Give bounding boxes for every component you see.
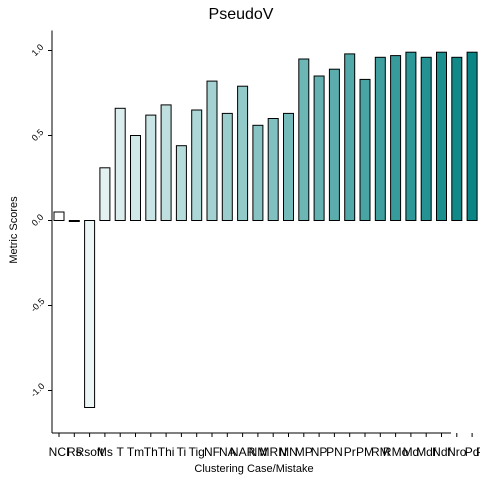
x-tick-label: Thi xyxy=(158,445,175,459)
bar-t xyxy=(114,107,126,221)
x-tick-label: Md xyxy=(403,445,420,459)
x-tick-label: MP xyxy=(295,445,313,459)
x-tick-label: NA xyxy=(219,445,236,459)
bar-mrn xyxy=(267,118,279,221)
x-tick-label: T xyxy=(117,445,125,459)
bar-pn xyxy=(328,68,340,221)
x-tick-label: Rs xyxy=(67,445,82,459)
x-tick-label: Pr xyxy=(344,445,356,459)
x-tick-label: RMo xyxy=(383,445,409,459)
y-axis-label: Metric Scores xyxy=(8,196,20,264)
x-tick-label: Mdf xyxy=(416,445,437,459)
x-tick-label: Ndf xyxy=(432,445,451,459)
bar-tig xyxy=(191,109,203,221)
x-tick-label: RM xyxy=(371,445,390,459)
x-tick-label: Th xyxy=(144,445,158,459)
bar-nro xyxy=(451,56,463,221)
bar-nf xyxy=(206,80,218,221)
x-tick-label: NP xyxy=(311,445,328,459)
x-tick-label: Ms xyxy=(97,445,113,459)
bar-tm xyxy=(130,135,141,221)
x-tick-label: Tm xyxy=(127,445,144,459)
bar-mp xyxy=(298,58,310,221)
y-tick-label: -1.0 xyxy=(29,381,47,399)
chart-title: PseudoV xyxy=(209,6,274,23)
x-tick-label: Ti xyxy=(177,445,187,459)
bar-pd xyxy=(466,51,478,222)
y-tick-label: -0.5 xyxy=(29,296,47,314)
bar-pm xyxy=(359,78,371,222)
x-tick-label: Rsoft xyxy=(76,445,105,459)
bar-ndf xyxy=(436,51,447,222)
x-tick-label: MRN xyxy=(260,445,287,459)
bar-ti xyxy=(175,145,187,221)
bar-nar xyxy=(237,85,249,221)
bar-rmo xyxy=(390,55,402,221)
bar-mn xyxy=(283,112,294,221)
x-tick-label: Nro xyxy=(447,445,467,459)
y-tick-label: 1.0 xyxy=(30,42,46,58)
bar-pr xyxy=(344,53,356,222)
x-tick-label: PM xyxy=(356,445,374,459)
bar-rm xyxy=(374,56,386,221)
bar-rs xyxy=(68,220,80,222)
x-tick-label: NF xyxy=(204,445,220,459)
x-tick-label: NAR xyxy=(230,445,256,459)
bar-nci xyxy=(53,211,65,221)
x-tick-label: Pd xyxy=(465,445,480,459)
x-tick-label: Tig xyxy=(189,445,205,459)
y-tick-label: 0.0 xyxy=(30,212,46,228)
x-tick-label: NM xyxy=(249,445,268,459)
bar-mdf xyxy=(420,56,432,221)
bar-nm xyxy=(252,124,264,221)
bar-na xyxy=(221,112,233,221)
x-tick-label: MN xyxy=(279,445,298,459)
bar-np xyxy=(313,75,325,221)
x-axis-label: Clustering Case/Mistake xyxy=(194,463,313,475)
bar-thi xyxy=(160,104,172,221)
y-tick-label: 0.5 xyxy=(30,127,46,143)
x-tick-label: NCI xyxy=(49,445,70,459)
bar-rsoft xyxy=(84,220,96,408)
bar-ms xyxy=(99,167,111,222)
bar-th xyxy=(145,114,157,221)
x-tick-label: PN xyxy=(326,445,343,459)
x-tick-label: PdS xyxy=(476,445,480,459)
bar-md xyxy=(405,51,417,222)
